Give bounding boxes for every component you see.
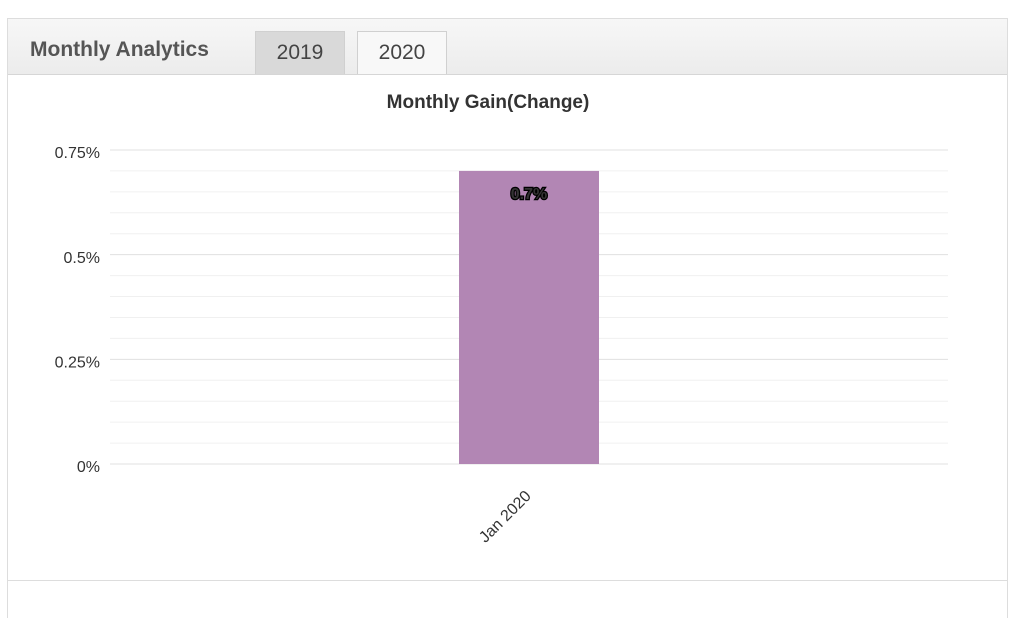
y-tick-label: 0.25%	[55, 355, 100, 372]
data-label: 0.7%	[511, 186, 547, 203]
x-tick-label: Jan 2020	[476, 488, 535, 547]
panel-header: Monthly Analytics 2019 2020	[8, 19, 1007, 75]
year-tab[interactable]: 2020	[357, 31, 447, 74]
page: Monthly Analytics 2019 2020 Monthly Gain…	[7, 18, 1008, 618]
y-tick-label: 0.5%	[64, 250, 100, 267]
bar	[459, 170, 599, 464]
y-tick-label: 0%	[77, 459, 100, 476]
panel: Monthly Analytics 2019 2020	[7, 18, 1008, 618]
chart-title: Monthly Gain(Change)	[387, 92, 590, 113]
divider	[7, 580, 1008, 581]
year-tab[interactable]: 2019	[255, 31, 345, 74]
y-tick-label: 0.75%	[55, 145, 100, 162]
panel-title: Monthly Analytics	[30, 38, 209, 61]
chart: Monthly Gain(Change) 0% 0.25% 0.5% 0.75% Jan…	[55, 92, 948, 547]
